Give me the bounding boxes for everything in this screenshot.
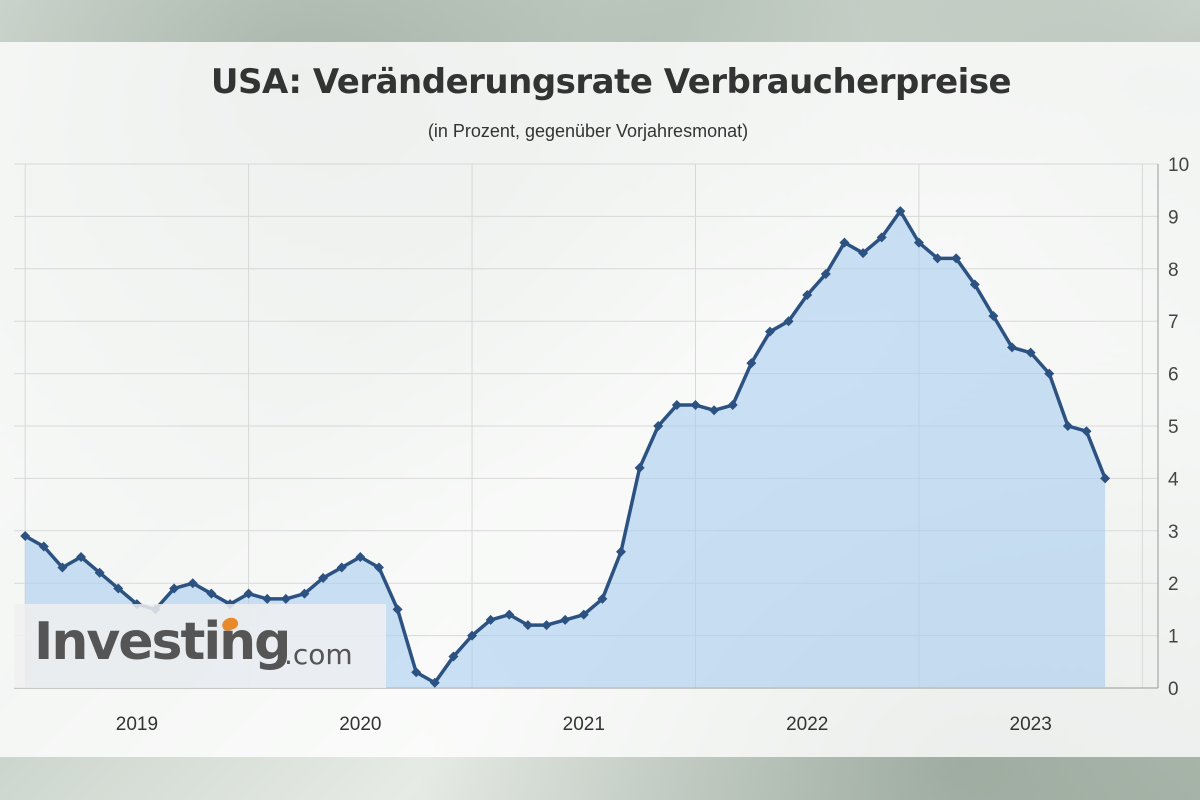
data-point — [1081, 426, 1092, 437]
series-area — [25, 211, 1106, 688]
logo-suffix: .com — [284, 638, 353, 671]
y-tick-label: 10 — [1168, 155, 1189, 176]
data-point — [262, 593, 273, 604]
data-point — [57, 562, 68, 573]
data-point — [336, 562, 347, 573]
data-point — [1025, 347, 1036, 358]
data-point — [560, 614, 571, 625]
data-point — [709, 405, 720, 416]
logo-text: Investing — [34, 612, 291, 672]
data-point — [727, 400, 738, 411]
data-point — [839, 237, 850, 248]
data-point — [1044, 368, 1055, 379]
data-point — [522, 620, 533, 631]
data-point — [429, 677, 440, 688]
data-point — [616, 546, 627, 557]
data-point — [467, 630, 478, 641]
data-point — [671, 400, 682, 411]
data-point — [932, 253, 943, 264]
data-point — [206, 588, 217, 599]
y-tick-label: 7 — [1168, 312, 1179, 333]
data-point — [448, 651, 459, 662]
data-point — [634, 462, 645, 473]
data-point — [373, 562, 384, 573]
data-point — [504, 609, 515, 620]
x-tick-label: 2019 — [116, 714, 158, 735]
data-point — [411, 667, 422, 678]
y-tick-label: 8 — [1168, 260, 1179, 281]
data-point — [1100, 473, 1111, 484]
data-point — [802, 290, 813, 300]
data-point — [690, 400, 701, 411]
data-point — [1007, 342, 1018, 353]
data-point — [485, 614, 496, 625]
chart-title: USA: Veränderungsrate Verbraucherpreise — [210, 62, 1012, 102]
data-point — [746, 358, 757, 369]
data-point — [876, 232, 887, 243]
y-tick-label: 9 — [1168, 207, 1179, 228]
data-point — [858, 248, 869, 259]
data-point — [653, 421, 664, 431]
y-tick-label: 5 — [1168, 417, 1179, 438]
data-point — [280, 593, 291, 604]
x-tick-label: 2023 — [1010, 714, 1052, 735]
data-point — [169, 583, 180, 594]
investing-logo: Investing .com — [14, 604, 386, 688]
x-tick-label: 2022 — [786, 714, 828, 735]
data-point — [764, 326, 775, 337]
y-tick-label: 1 — [1168, 627, 1179, 648]
data-point — [20, 531, 31, 542]
data-point — [988, 310, 999, 321]
y-tick-label: 2 — [1168, 574, 1179, 595]
x-tick-label: 2021 — [563, 714, 605, 735]
y-tick-label: 3 — [1168, 522, 1179, 543]
data-point — [578, 609, 589, 620]
data-point — [969, 279, 980, 290]
data-point — [113, 583, 124, 594]
data-point — [243, 588, 254, 599]
data-point — [318, 572, 329, 583]
data-point — [355, 552, 366, 562]
data-point — [94, 567, 105, 578]
data-point — [1062, 421, 1073, 431]
data-point — [913, 237, 924, 248]
data-point — [299, 588, 310, 599]
y-tick-label: 0 — [1168, 679, 1179, 700]
data-point — [951, 253, 962, 264]
y-tick-label: 6 — [1168, 365, 1179, 386]
data-point — [76, 552, 87, 562]
data-point — [783, 316, 794, 327]
data-point — [38, 541, 49, 552]
data-point — [820, 269, 831, 280]
data-point — [541, 620, 552, 631]
data-point — [187, 578, 198, 589]
x-tick-label: 2020 — [339, 714, 381, 735]
y-tick-label: 4 — [1168, 469, 1179, 490]
data-point — [392, 604, 403, 615]
data-point — [895, 206, 906, 217]
chart-subtitle: (in Prozent, gegenüber Vorjahresmonat) — [427, 121, 749, 141]
data-point — [597, 593, 608, 604]
